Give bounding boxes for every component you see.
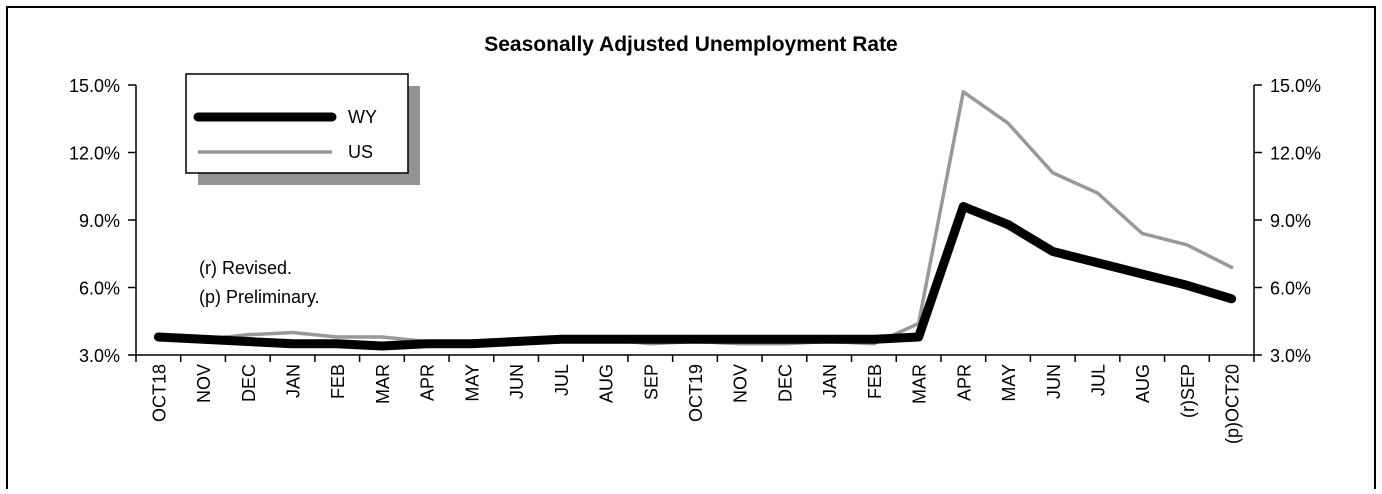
x-tick-label: NOV bbox=[194, 364, 214, 403]
left-y-tick-label: 3.0% bbox=[79, 346, 120, 366]
right-y-tick-label: 6.0% bbox=[1270, 279, 1311, 299]
x-tick-label: OCT18 bbox=[149, 364, 169, 422]
x-tick-label: JUN bbox=[1044, 364, 1064, 399]
x-tick-label: FEB bbox=[865, 364, 885, 399]
chart-title: Seasonally Adjusted Unemployment Rate bbox=[484, 33, 898, 56]
x-tick-label: DEC bbox=[239, 364, 259, 402]
x-tick-label: FEB bbox=[328, 364, 348, 399]
legend: WY US bbox=[185, 73, 420, 185]
x-tick-label: JUL bbox=[1088, 364, 1108, 396]
note-preliminary: (p) Preliminary. bbox=[199, 287, 320, 307]
x-tick-label: MAR bbox=[910, 364, 930, 404]
x-tick-label: MAY bbox=[999, 364, 1019, 402]
x-tick-label: (r)SEP bbox=[1178, 364, 1198, 418]
x-tick-label: AUG bbox=[597, 364, 617, 403]
series-line-wy bbox=[153, 202, 1237, 351]
x-tick-label: MAY bbox=[462, 364, 482, 402]
legend-box bbox=[185, 73, 409, 174]
legend-us-label: US bbox=[348, 142, 373, 162]
chart-container: Seasonally Adjusted Unemployment Rate 3.… bbox=[6, 6, 1376, 494]
x-tick-label: MAR bbox=[373, 364, 393, 404]
x-tick-label: JAN bbox=[284, 364, 304, 398]
y-ticks: 3.0% 3.0% 6.0% 6.0% 9.0% 9.0% 12.0% 12.0% 15.0% 1… bbox=[69, 76, 1321, 366]
x-tick-label: OCT19 bbox=[686, 364, 706, 422]
x-tick-label: AUG bbox=[1133, 364, 1153, 403]
left-y-tick-label: 12.0% bbox=[69, 144, 120, 164]
left-y-tick-label: 9.0% bbox=[79, 211, 120, 231]
right-y-tick-label: 15.0% bbox=[1270, 76, 1321, 96]
legend-wy-label: WY bbox=[348, 107, 377, 127]
x-tick-label: APR bbox=[418, 364, 438, 401]
left-y-tick-label: 15.0% bbox=[69, 76, 120, 96]
x-ticks: OCT18 NOV DEC JAN FEB MAR APR MAY JUN JUL AUG SEP OC… bbox=[135, 355, 1255, 444]
x-tick-label: (p)OCT20 bbox=[1223, 364, 1243, 444]
x-tick-label: DEC bbox=[775, 364, 795, 402]
right-y-tick-label: 12.0% bbox=[1270, 144, 1321, 164]
left-y-tick-label: 6.0% bbox=[79, 279, 120, 299]
x-tick-label: JUN bbox=[507, 364, 527, 399]
x-tick-label: JAN bbox=[820, 364, 840, 398]
right-y-tick-label: 9.0% bbox=[1270, 211, 1311, 231]
series-lines bbox=[153, 90, 1237, 351]
unemployment-chart: Seasonally Adjusted Unemployment Rate 3.… bbox=[6, 6, 1376, 494]
x-tick-label: SEP bbox=[641, 364, 661, 400]
x-tick-label: NOV bbox=[731, 364, 751, 403]
x-tick-label: APR bbox=[954, 364, 974, 401]
x-tick-label: JUL bbox=[552, 364, 572, 396]
note-revised: (r) Revised. bbox=[199, 258, 292, 278]
right-y-tick-label: 3.0% bbox=[1270, 346, 1311, 366]
